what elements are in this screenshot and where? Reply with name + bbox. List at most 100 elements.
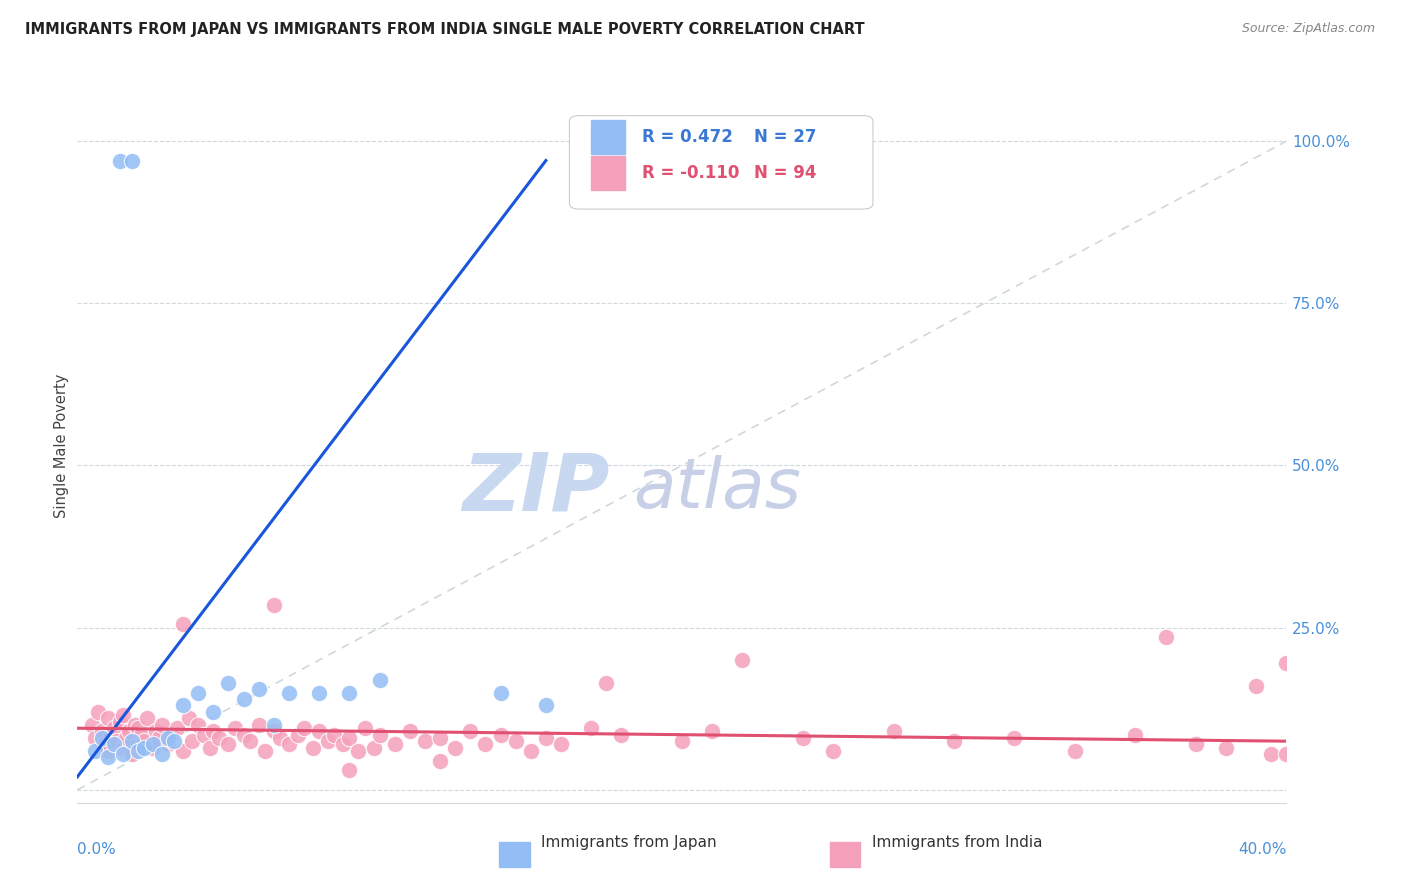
- Y-axis label: Single Male Poverty: Single Male Poverty: [53, 374, 69, 518]
- Point: [489, 685, 512, 699]
- Point: [253, 744, 276, 758]
- Point: [172, 698, 194, 713]
- Point: [87, 705, 110, 719]
- Point: [731, 653, 754, 667]
- Point: [224, 721, 246, 735]
- Point: [353, 721, 375, 735]
- Point: [121, 153, 143, 168]
- Point: [179, 711, 201, 725]
- Point: [142, 738, 165, 752]
- Point: [520, 744, 543, 758]
- Point: [429, 754, 451, 768]
- Point: [96, 750, 118, 764]
- Text: atlas: atlas: [634, 455, 801, 523]
- Bar: [499, 842, 530, 867]
- Point: [1185, 738, 1208, 752]
- Point: [202, 705, 225, 719]
- Point: [239, 734, 262, 748]
- Text: Source: ZipAtlas.com: Source: ZipAtlas.com: [1241, 22, 1375, 36]
- Text: R = -0.110: R = -0.110: [643, 164, 740, 182]
- FancyBboxPatch shape: [569, 116, 873, 209]
- Point: [1246, 679, 1268, 693]
- Point: [96, 711, 118, 725]
- Point: [1260, 747, 1282, 761]
- Point: [157, 738, 180, 752]
- Point: [1154, 631, 1177, 645]
- Point: [111, 740, 134, 755]
- Point: [172, 744, 194, 758]
- Point: [332, 738, 354, 752]
- Point: [1064, 744, 1087, 758]
- FancyBboxPatch shape: [592, 120, 626, 154]
- Point: [278, 738, 301, 752]
- Text: ZIP: ZIP: [463, 450, 609, 528]
- Point: [263, 724, 285, 739]
- Point: [1275, 657, 1298, 671]
- Point: [129, 728, 152, 742]
- Point: [943, 734, 966, 748]
- Point: [287, 728, 309, 742]
- Point: [278, 685, 301, 699]
- Point: [550, 738, 572, 752]
- Point: [368, 673, 391, 687]
- Point: [474, 738, 496, 752]
- Point: [1215, 740, 1237, 755]
- Bar: [830, 842, 860, 867]
- Point: [127, 738, 149, 752]
- Point: [108, 153, 131, 168]
- Point: [82, 718, 104, 732]
- Point: [166, 721, 188, 735]
- Text: N = 27: N = 27: [755, 128, 817, 146]
- Point: [302, 740, 325, 755]
- Point: [127, 744, 149, 758]
- Point: [232, 692, 254, 706]
- Point: [193, 728, 215, 742]
- Point: [218, 738, 240, 752]
- Point: [111, 708, 134, 723]
- Point: [84, 744, 107, 758]
- Point: [444, 740, 467, 755]
- Point: [883, 724, 905, 739]
- Point: [460, 724, 482, 739]
- Point: [292, 721, 315, 735]
- Point: [124, 718, 146, 732]
- Point: [160, 728, 183, 742]
- Point: [96, 744, 118, 758]
- Text: Immigrants from Japan: Immigrants from Japan: [541, 835, 717, 849]
- Point: [100, 728, 122, 742]
- Point: [671, 734, 693, 748]
- Point: [200, 740, 222, 755]
- Point: [823, 744, 845, 758]
- Point: [413, 734, 436, 748]
- Point: [269, 731, 291, 745]
- Point: [595, 675, 617, 690]
- Point: [202, 724, 225, 739]
- Text: N = 94: N = 94: [755, 164, 817, 182]
- Point: [127, 721, 149, 735]
- Point: [368, 728, 391, 742]
- Point: [247, 718, 270, 732]
- FancyBboxPatch shape: [592, 155, 626, 190]
- Point: [84, 731, 107, 745]
- Point: [93, 738, 115, 752]
- Point: [90, 724, 112, 739]
- Point: [384, 738, 406, 752]
- Point: [429, 731, 451, 745]
- Point: [263, 718, 285, 732]
- Point: [534, 731, 557, 745]
- Point: [505, 734, 527, 748]
- Point: [187, 685, 209, 699]
- Point: [339, 685, 360, 699]
- Text: 40.0%: 40.0%: [1239, 842, 1286, 857]
- Point: [150, 747, 173, 761]
- Point: [121, 747, 143, 761]
- Point: [111, 747, 134, 761]
- Point: [135, 711, 157, 725]
- Point: [145, 724, 167, 739]
- Point: [208, 731, 231, 745]
- Point: [105, 734, 128, 748]
- Point: [489, 728, 512, 742]
- Point: [103, 738, 125, 752]
- Point: [308, 685, 330, 699]
- Point: [148, 731, 170, 745]
